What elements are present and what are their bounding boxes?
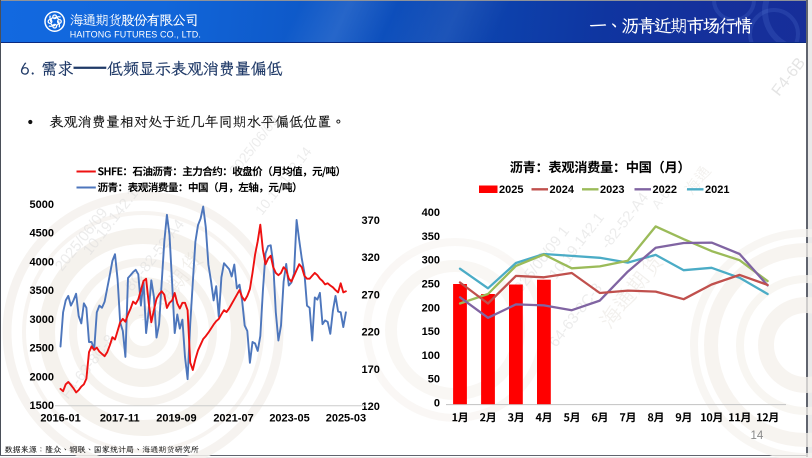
svg-text:120: 120 [362, 401, 380, 413]
svg-text:2023: 2023 [600, 184, 624, 196]
svg-text:HAITONG FUTURES CO., LTD.: HAITONG FUTURES CO., LTD. [70, 30, 201, 40]
svg-text:2500: 2500 [30, 343, 54, 355]
svg-text:3500: 3500 [30, 285, 54, 297]
svg-text:5000: 5000 [30, 199, 54, 211]
svg-text:2022: 2022 [653, 184, 677, 196]
svg-text:150: 150 [422, 326, 440, 338]
svg-text:2016-01: 2016-01 [40, 413, 80, 425]
svg-text:250: 250 [422, 279, 440, 291]
svg-text:2000: 2000 [30, 371, 54, 383]
svg-text:50: 50 [428, 374, 440, 386]
svg-text:2023-05: 2023-05 [269, 413, 309, 425]
svg-text:3000: 3000 [30, 314, 54, 326]
svg-text:2024: 2024 [550, 184, 575, 196]
svg-text:400: 400 [422, 207, 440, 219]
svg-text:300: 300 [422, 255, 440, 267]
svg-text:1500: 1500 [30, 400, 54, 412]
svg-text:220: 220 [362, 327, 380, 339]
svg-text:370: 370 [362, 215, 380, 227]
svg-text:4500: 4500 [30, 228, 54, 240]
svg-text:14: 14 [751, 430, 764, 442]
svg-text:2025: 2025 [499, 184, 523, 196]
svg-text:10.19.142.14: 10.19.142.14 [252, 143, 315, 217]
svg-text:2019-09: 2019-09 [156, 413, 196, 425]
svg-text:2021-07: 2021-07 [213, 413, 253, 425]
svg-text:200: 200 [422, 302, 440, 314]
svg-text:F4-6B: F4-6B [769, 55, 809, 100]
svg-text:170: 170 [362, 364, 380, 376]
svg-text:2017-11: 2017-11 [100, 413, 140, 425]
svg-text:100: 100 [422, 350, 440, 362]
svg-text:350: 350 [422, 231, 440, 243]
svg-text:2025-03: 2025-03 [326, 413, 366, 425]
svg-text:270: 270 [362, 289, 380, 301]
svg-text:4000: 4000 [30, 256, 54, 268]
svg-text:0: 0 [434, 398, 440, 410]
svg-text:320: 320 [362, 252, 380, 264]
svg-text:2021: 2021 [705, 184, 729, 196]
